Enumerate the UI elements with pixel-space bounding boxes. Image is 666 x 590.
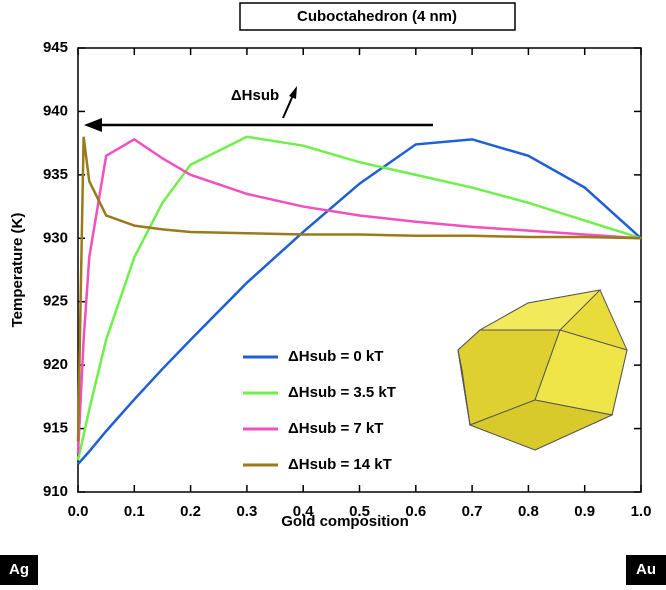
x-tick-label: 0.1	[124, 503, 145, 520]
x-tick-label: 0.2	[180, 503, 201, 520]
cuboctahedron	[457, 289, 628, 451]
series-line	[76, 137, 642, 455]
legend-label: ΔHsub = 0 kT	[288, 348, 383, 365]
y-tick-label: 930	[43, 229, 68, 246]
title-box	[239, 2, 516, 31]
legend-label: ΔHsub = 14 kT	[288, 456, 392, 473]
ag-box	[0, 555, 38, 585]
au-label: Au	[636, 561, 656, 578]
y-axis-label: Temperature (K)	[9, 213, 26, 328]
x-axis-label: Gold composition	[281, 513, 409, 530]
series-line	[77, 138, 642, 465]
plot-frame	[77, 47, 642, 493]
y-tick-label: 925	[43, 293, 68, 310]
y-tick-label: 915	[43, 420, 68, 437]
annotation-up-arrowhead	[289, 86, 297, 99]
x-tick-label: 0.3	[236, 503, 257, 520]
legend-label: ΔHsub = 3.5 kT	[288, 384, 396, 401]
y-tick-label: 935	[43, 166, 68, 183]
ag-label: Ag	[9, 561, 29, 578]
y-tick-label: 910	[43, 483, 68, 500]
series-line	[76, 136, 642, 442]
legend-label: ΔHsub = 7 kT	[288, 420, 383, 437]
y-tick-label: 920	[43, 356, 68, 373]
x-tick-label: 1.0	[631, 503, 652, 520]
x-tick-label: 0.0	[68, 503, 89, 520]
x-tick-label: 0.9	[574, 503, 595, 520]
au-box	[626, 555, 666, 585]
x-tick-label: 0.6	[405, 503, 426, 520]
x-tick-label: 0.7	[462, 503, 483, 520]
annotation-arrowhead	[84, 118, 102, 132]
x-tick-label: 0.8	[518, 503, 539, 520]
annotation: ΔHsub	[231, 87, 279, 104]
series-line	[76, 135, 642, 461]
y-tick-label: 940	[43, 102, 68, 119]
x-tick-label: 0.5	[349, 503, 370, 520]
y-tick-label: 945	[43, 39, 68, 56]
chart-title: Cuboctahedron (4 nm)	[297, 8, 457, 25]
x-tick-label: 0.4	[293, 503, 315, 520]
